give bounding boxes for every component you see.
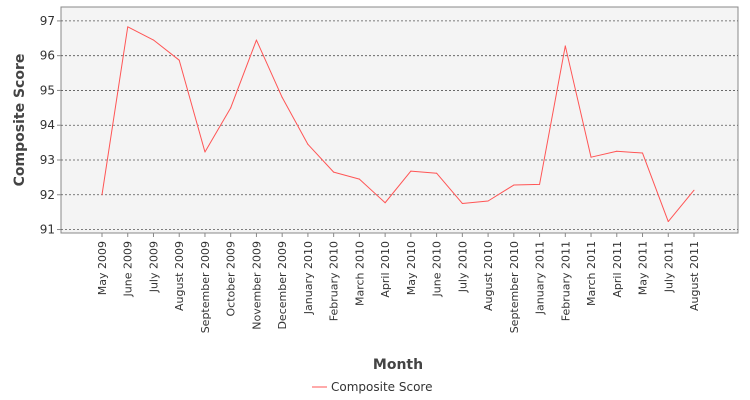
y-tick-label: 95 <box>40 83 55 97</box>
gridlines <box>61 20 738 230</box>
x-tick-label: July 2011 <box>662 241 675 293</box>
x-tick-label: July 2009 <box>147 241 160 293</box>
data-point <box>513 184 515 186</box>
x-tick-label: June 2010 <box>431 241 444 297</box>
data-point <box>539 183 541 185</box>
x-tick-label: November 2009 <box>250 241 263 330</box>
x-axis-title: Month <box>373 357 423 373</box>
x-tick-label: December 2009 <box>276 241 289 330</box>
data-point <box>152 39 154 41</box>
data-point <box>616 150 618 152</box>
x-tick-label: January 2010 <box>302 241 315 315</box>
data-point <box>564 45 566 47</box>
data-point <box>204 151 206 153</box>
data-point <box>127 26 129 28</box>
data-point <box>436 172 438 174</box>
data-point <box>667 221 669 223</box>
data-point <box>410 170 412 172</box>
x-tick-label: February 2011 <box>559 241 572 321</box>
data-point <box>693 189 695 191</box>
x-tick-label: January 2011 <box>534 241 547 315</box>
x-tick-label: May 2010 <box>405 241 418 295</box>
y-tick-label: 91 <box>40 223 55 237</box>
y-tick-label: 97 <box>40 14 55 28</box>
x-tick-label: June 2009 <box>122 241 135 297</box>
series-lines <box>101 26 695 223</box>
legend: Composite Score <box>312 380 432 394</box>
data-point <box>642 152 644 154</box>
data-point <box>487 200 489 202</box>
y-tick-label: 92 <box>40 188 55 202</box>
y-axis-ticks: 91 92 93 94 95 96 97 <box>40 14 61 237</box>
data-point <box>384 202 386 204</box>
data-point <box>461 202 463 204</box>
y-axis-title: Composite Score <box>12 54 28 187</box>
x-tick-label: March 2010 <box>353 241 366 306</box>
data-point <box>333 171 335 173</box>
legend-label: Composite Score <box>331 380 432 394</box>
x-tick-label: September 2009 <box>199 241 212 333</box>
x-tick-label: May 2011 <box>637 241 650 295</box>
data-point <box>358 178 360 180</box>
series-line-0 <box>101 26 695 223</box>
x-tick-label: August 2011 <box>688 241 701 311</box>
data-point <box>590 156 592 158</box>
x-axis-ticks: May 2009 June 2009 July 2009 August 2009 Sep… <box>96 233 701 333</box>
y-tick-label: 94 <box>40 118 55 132</box>
x-tick-label: April 2011 <box>611 241 624 298</box>
data-point <box>178 59 180 61</box>
data-point <box>101 194 103 196</box>
data-point <box>307 143 309 145</box>
y-tick-label: 96 <box>40 49 55 63</box>
x-tick-label: March 2011 <box>585 241 598 306</box>
x-tick-label: August 2009 <box>173 241 186 311</box>
x-tick-label: February 2010 <box>328 241 341 321</box>
data-point <box>281 96 283 98</box>
y-tick-label: 93 <box>40 153 55 167</box>
x-tick-label: September 2010 <box>508 241 521 333</box>
x-tick-label: April 2010 <box>379 241 392 298</box>
x-tick-label: May 2009 <box>96 241 109 295</box>
data-point <box>255 39 257 41</box>
x-tick-label: October 2009 <box>225 241 238 317</box>
x-tick-label: July 2010 <box>456 241 469 293</box>
x-tick-label: August 2010 <box>482 241 495 311</box>
data-point <box>230 107 232 109</box>
plot-area <box>60 6 739 234</box>
